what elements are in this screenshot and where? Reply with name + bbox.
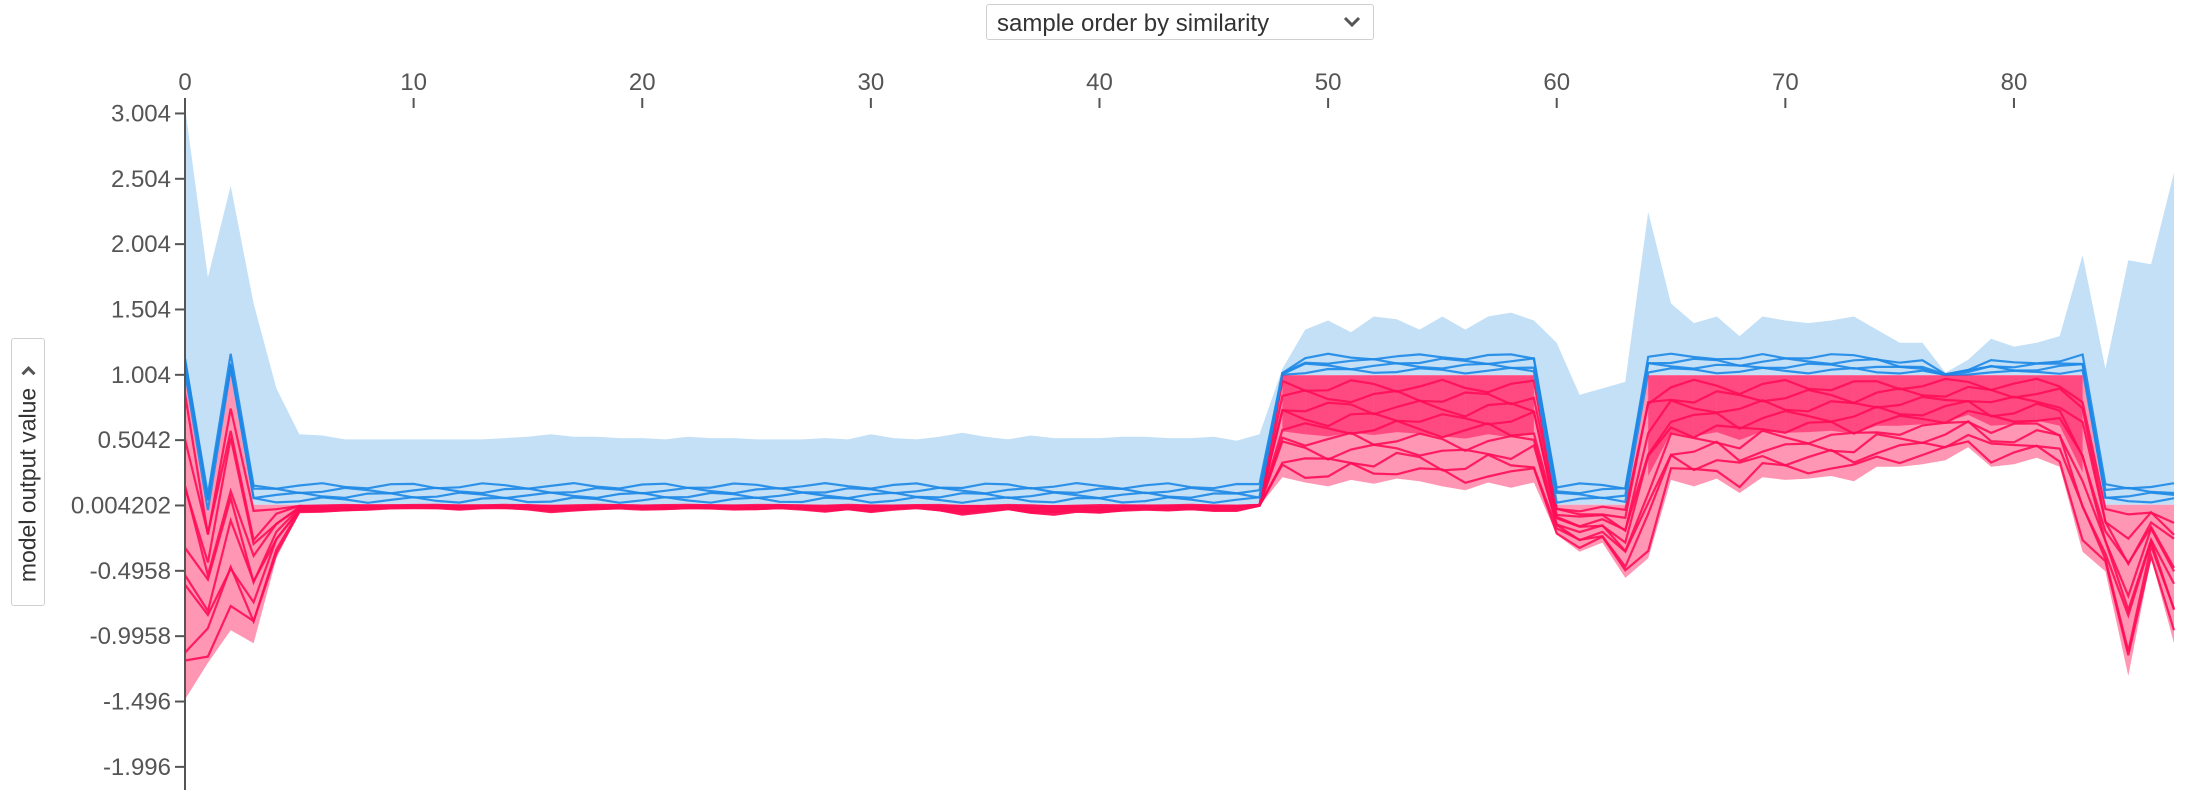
- positive-dense-segment: [1305, 375, 1329, 437]
- y-tick-label: 1.504: [111, 296, 171, 323]
- negative-feature-stripe-1: [183, 366, 2175, 511]
- x-tick-label: 60: [1543, 69, 1570, 96]
- positive-dense-segment: [1396, 375, 1420, 434]
- positive-dense-segment: [1991, 375, 2014, 426]
- x-tick-label: 50: [1315, 69, 1342, 96]
- feature-areas: [183, 107, 2176, 700]
- x-tick-label: 40: [1086, 69, 1113, 96]
- positive-dense-segment: [1442, 375, 1466, 439]
- negative-feature-stripe-2: [183, 361, 2175, 501]
- y-axis: 3.004 2.504 2.004 1.504 1.004 0.5042 0.004202 -…: [71, 98, 186, 790]
- positive-dense-segment: [1511, 375, 1534, 438]
- positive-dense-segment: [1762, 375, 1786, 433]
- positive-dense-segment: [1373, 375, 1397, 435]
- positive-dense-segment: [1899, 375, 1923, 426]
- positive-dense-segment: [1465, 375, 1489, 439]
- positive-dense-segment: [1282, 375, 1306, 435]
- x-tick-label: 80: [2001, 69, 2028, 96]
- x-tick-label: 30: [858, 69, 885, 96]
- y-tick-label: 2.504: [111, 166, 171, 193]
- sample-order-select[interactable]: sample order by similarity: [986, 4, 1374, 40]
- positive-dense-segment: [1922, 375, 1946, 425]
- x-tick-label: 0: [178, 69, 191, 96]
- positive-dense-segment: [1808, 375, 1832, 433]
- positive-dense-segment: [1671, 375, 1694, 437]
- x-tick-label: 70: [1772, 69, 1799, 96]
- y-tick-label: 1.004: [111, 362, 171, 389]
- y-tick-label: 0.004202: [71, 492, 171, 519]
- positive-dense-segment: [1945, 375, 1969, 423]
- chevron-down-icon: [1343, 16, 1361, 28]
- positive-dense-segment: [1419, 375, 1443, 437]
- y-tick-label: -0.9958: [90, 623, 171, 650]
- positive-dense-segment: [1328, 375, 1351, 437]
- positive-dense-segment: [1785, 375, 1809, 433]
- chevron-right-icon: [20, 365, 36, 375]
- positive-dense-segment: [1693, 375, 1717, 437]
- positive-dense-segment: [1968, 375, 1992, 426]
- positive-dense-segment: [1488, 375, 1511, 438]
- positive-dense-segment: [2014, 375, 2037, 425]
- y-tick-label: 2.004: [111, 231, 171, 258]
- y-tick-label: -0.4958: [90, 558, 171, 585]
- positive-dense-segment: [1648, 375, 1671, 476]
- x-tick-label: 20: [629, 69, 656, 96]
- y-axis-select[interactable]: model output value: [11, 338, 45, 606]
- positive-effect-area: [185, 375, 2174, 700]
- positive-dense-segment: [1351, 375, 1374, 435]
- y-tick-label: 0.5042: [98, 427, 171, 454]
- y-tick-label: 3.004: [111, 100, 171, 127]
- positive-dense-segment: [2036, 375, 2060, 426]
- negative-feature-stripe-3: [183, 357, 2175, 500]
- positive-dense-segment: [1876, 375, 1900, 426]
- positive-dense-segment: [2059, 375, 2083, 473]
- negative-effect-area: [185, 107, 2174, 513]
- x-tick-label: 10: [400, 69, 427, 96]
- y-tick-label: -1.996: [103, 754, 171, 781]
- x-axis: 0 10 20 30 40 50 60 70 80: [178, 69, 2027, 108]
- positive-dense-segment: [1739, 375, 1763, 440]
- negative-feature-stripe-4: [183, 352, 2175, 495]
- positive-dense-segment: [1831, 375, 1854, 434]
- sample-order-select-value: sample order by similarity: [997, 10, 1270, 37]
- positive-dense-segment: [1853, 375, 1877, 434]
- y-tick-label: -1.496: [103, 689, 171, 716]
- positive-dense-segment: [1716, 375, 1740, 440]
